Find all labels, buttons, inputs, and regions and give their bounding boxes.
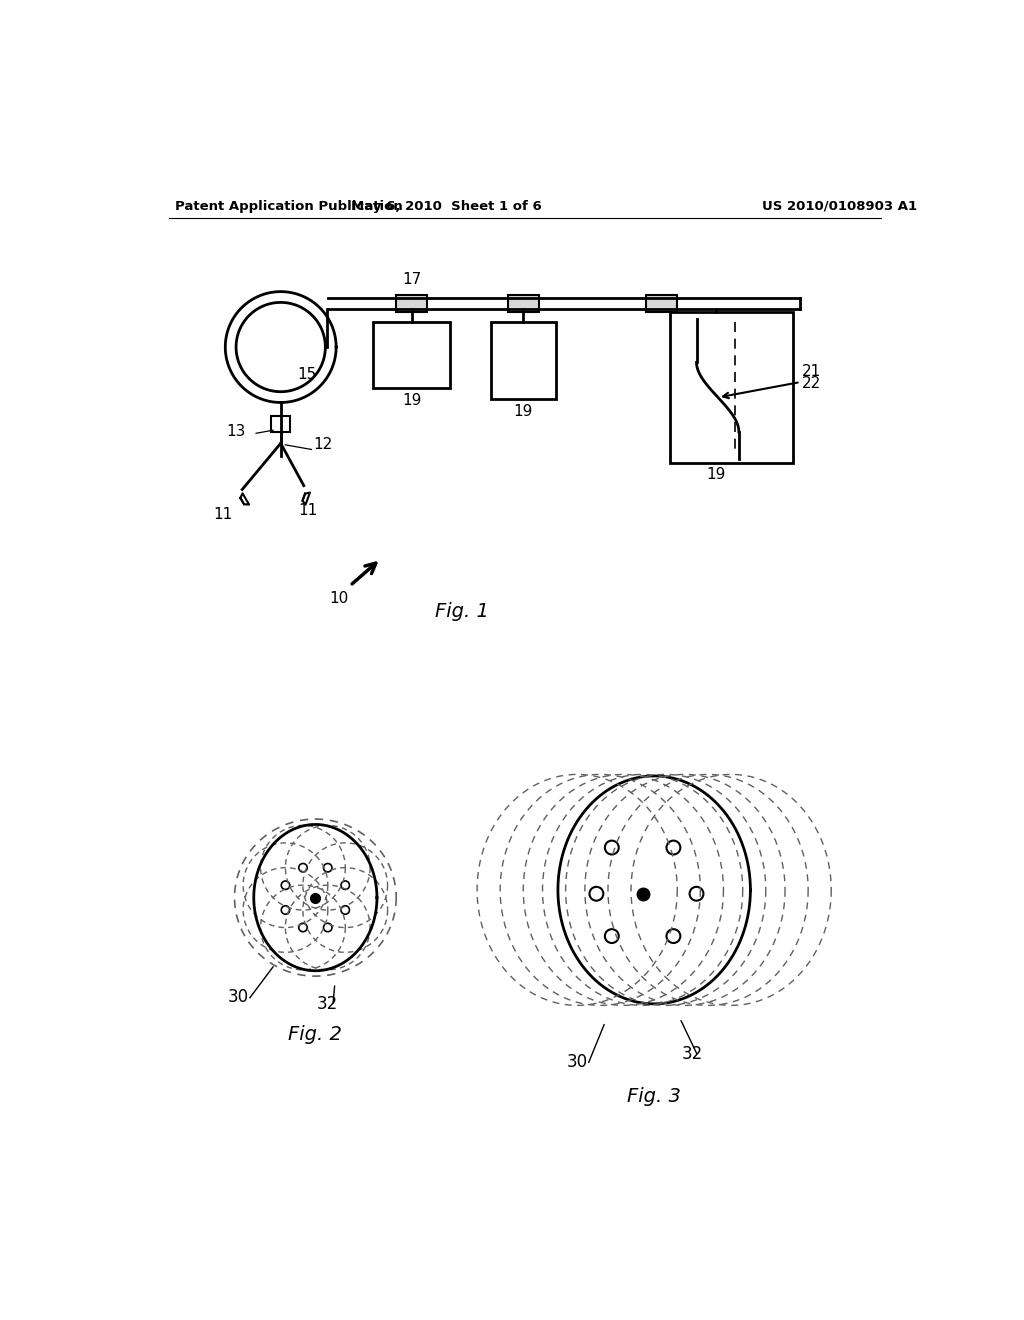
- Text: 30: 30: [566, 1053, 588, 1071]
- Text: 19: 19: [707, 467, 725, 483]
- Text: Fig. 2: Fig. 2: [289, 1026, 342, 1044]
- Text: May 6, 2010  Sheet 1 of 6: May 6, 2010 Sheet 1 of 6: [351, 199, 542, 213]
- Text: 11: 11: [213, 507, 232, 521]
- Text: 19: 19: [402, 393, 421, 408]
- Text: 13: 13: [226, 424, 246, 438]
- Bar: [670, 313, 793, 462]
- Text: 10: 10: [329, 590, 348, 606]
- Text: 32: 32: [682, 1045, 703, 1064]
- Bar: [490, 322, 556, 400]
- Text: 12: 12: [313, 437, 333, 453]
- Bar: [646, 294, 677, 312]
- Text: Fig. 3: Fig. 3: [628, 1086, 681, 1106]
- Text: Patent Application Publication: Patent Application Publication: [175, 199, 403, 213]
- Text: Fig. 1: Fig. 1: [435, 602, 488, 620]
- Bar: [373, 322, 451, 388]
- Text: 22: 22: [802, 376, 821, 391]
- Bar: [508, 294, 539, 312]
- Text: 17: 17: [402, 272, 421, 286]
- Text: 30: 30: [227, 987, 249, 1006]
- Bar: [271, 416, 290, 432]
- Text: 11: 11: [298, 503, 317, 517]
- Text: 21: 21: [802, 364, 821, 379]
- Text: 19: 19: [514, 404, 532, 420]
- Bar: [396, 294, 427, 312]
- Text: 15: 15: [298, 367, 316, 383]
- Text: 32: 32: [316, 995, 338, 1014]
- Text: US 2010/0108903 A1: US 2010/0108903 A1: [762, 199, 918, 213]
